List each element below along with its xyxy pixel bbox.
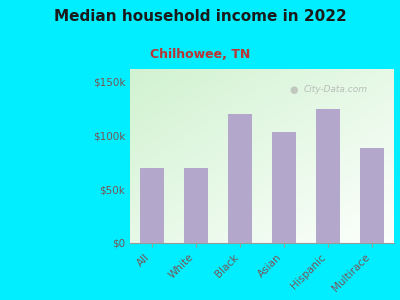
Bar	[316, 109, 340, 243]
Text: ●: ●	[290, 85, 298, 95]
Text: City-Data.com: City-Data.com	[304, 85, 368, 94]
Bar	[184, 168, 208, 243]
Bar	[140, 168, 164, 243]
Text: Chilhowee, TN: Chilhowee, TN	[150, 48, 250, 61]
Bar	[228, 114, 252, 243]
Bar	[272, 132, 296, 243]
Bar	[360, 148, 384, 243]
Text: Median household income in 2022: Median household income in 2022	[54, 9, 346, 24]
